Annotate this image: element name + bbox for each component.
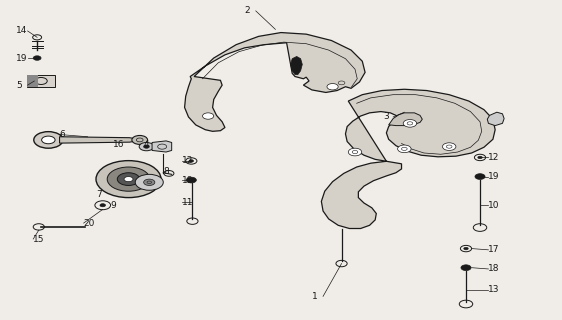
Circle shape [202, 113, 214, 119]
Circle shape [117, 173, 140, 186]
Polygon shape [60, 137, 135, 143]
Text: 16: 16 [113, 140, 124, 149]
Text: 18: 18 [488, 264, 500, 274]
Text: 15: 15 [33, 235, 45, 244]
Circle shape [132, 135, 148, 144]
Text: 10: 10 [488, 201, 500, 210]
Text: 9: 9 [110, 201, 116, 210]
Circle shape [34, 132, 63, 148]
Text: 6: 6 [60, 130, 65, 139]
Polygon shape [27, 75, 38, 87]
Text: 3: 3 [383, 113, 389, 122]
Text: 19: 19 [182, 176, 193, 185]
Text: 5: 5 [16, 81, 22, 90]
Circle shape [461, 265, 471, 270]
Circle shape [189, 160, 193, 162]
Circle shape [397, 145, 411, 153]
Circle shape [475, 174, 485, 180]
Circle shape [42, 136, 55, 144]
Circle shape [139, 142, 154, 151]
Polygon shape [389, 113, 422, 125]
Polygon shape [291, 56, 302, 75]
Circle shape [327, 84, 338, 90]
Circle shape [100, 204, 106, 207]
Polygon shape [321, 89, 495, 228]
Circle shape [348, 148, 362, 156]
Text: 12: 12 [488, 153, 500, 162]
Circle shape [96, 161, 161, 197]
Text: 17: 17 [488, 245, 500, 254]
Circle shape [124, 177, 133, 182]
Text: 8: 8 [164, 167, 169, 176]
Text: 13: 13 [488, 285, 500, 294]
Circle shape [403, 120, 416, 127]
Text: 4: 4 [144, 140, 149, 149]
Text: 11: 11 [182, 197, 193, 206]
Text: 20: 20 [84, 219, 95, 228]
Circle shape [144, 179, 155, 186]
Text: 19: 19 [16, 53, 28, 62]
Circle shape [478, 156, 482, 159]
Polygon shape [487, 112, 504, 125]
Circle shape [442, 143, 456, 150]
Polygon shape [27, 75, 55, 87]
Polygon shape [184, 33, 365, 131]
Text: 7: 7 [96, 189, 102, 199]
Text: 14: 14 [16, 27, 28, 36]
Text: 19: 19 [488, 172, 500, 181]
Text: 2: 2 [244, 6, 250, 15]
Circle shape [33, 56, 41, 60]
Circle shape [144, 145, 149, 148]
Text: 1: 1 [312, 292, 318, 301]
Circle shape [186, 177, 196, 183]
Circle shape [464, 247, 468, 250]
Circle shape [107, 167, 150, 191]
Polygon shape [152, 141, 171, 152]
Text: 12: 12 [182, 156, 193, 165]
Circle shape [135, 174, 164, 190]
